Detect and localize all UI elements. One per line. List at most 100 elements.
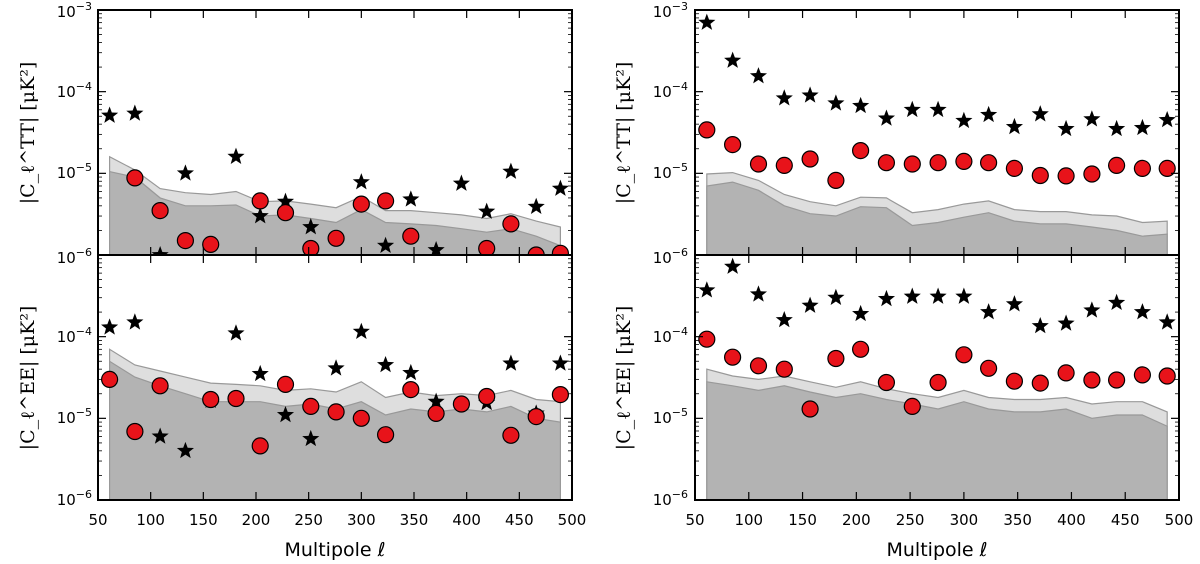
circle-marker <box>1133 366 1152 384</box>
y-axis-label-bottom-right: |C_ℓ^EE| [μK²] <box>613 306 635 451</box>
circle-marker <box>352 195 370 213</box>
circle-marker <box>176 232 194 250</box>
x-tick-label: 50 <box>88 511 107 529</box>
star-marker <box>327 359 345 376</box>
x-tick-label: 500 <box>558 511 587 529</box>
star-marker <box>151 427 169 444</box>
circle-marker <box>202 390 220 409</box>
circle-marker <box>202 235 220 253</box>
y-axis-label-bottom-left: |C_ℓ^EE| [μK²] <box>17 306 39 451</box>
circle-marker <box>402 227 420 245</box>
star-marker <box>775 89 793 106</box>
star-marker <box>955 287 973 304</box>
circle-marker <box>276 375 295 393</box>
x-tick-label: 450 <box>505 511 534 529</box>
circle-marker <box>723 348 742 366</box>
star-marker <box>402 363 420 381</box>
star-marker <box>698 281 716 298</box>
circle-marker <box>551 386 570 404</box>
circle-marker <box>903 155 921 173</box>
circle-marker <box>1057 364 1075 382</box>
star-marker <box>302 218 320 235</box>
star-marker <box>852 96 870 114</box>
circle-marker <box>1005 159 1024 177</box>
x-tick-label: 50 <box>685 511 704 529</box>
circle-marker <box>100 370 119 388</box>
circle-marker <box>276 204 295 222</box>
band-dark-area <box>706 381 1168 500</box>
circle-marker <box>478 387 496 406</box>
band-dark-area <box>109 360 561 500</box>
circle-marker <box>1057 167 1075 185</box>
circle-marker <box>551 244 569 255</box>
band-dark-area <box>109 170 561 255</box>
circle-marker <box>929 154 947 172</box>
circle-marker <box>527 408 545 426</box>
x-tick-label: 200 <box>842 511 871 529</box>
circle-marker <box>903 397 921 415</box>
circle-marker <box>251 192 269 210</box>
star-marker <box>176 441 194 459</box>
star-marker <box>377 236 395 253</box>
star-marker <box>502 354 520 371</box>
star-marker <box>749 285 768 302</box>
circle-marker <box>775 156 793 174</box>
star-marker <box>1158 110 1176 128</box>
star-marker <box>427 241 445 255</box>
star-marker <box>749 67 768 84</box>
x-axis-label-right: Multipole ℓ <box>887 539 988 561</box>
star-marker <box>452 174 470 191</box>
star-marker <box>980 105 998 123</box>
circle-marker <box>151 377 169 395</box>
star-marker <box>276 192 295 209</box>
circle-marker <box>929 373 947 392</box>
x-tick-label: 150 <box>788 511 817 529</box>
x-tick-label: 400 <box>1057 511 1086 529</box>
y-tick-label: 10−3 <box>653 0 688 21</box>
star-marker <box>402 190 420 207</box>
circle-marker <box>377 192 395 210</box>
star-marker <box>227 147 245 164</box>
circle-marker <box>502 215 520 233</box>
circle-marker <box>1083 165 1101 183</box>
star-marker <box>1133 303 1151 320</box>
y-tick-label: 10−4 <box>57 80 92 101</box>
star-marker <box>724 257 742 274</box>
star-marker <box>227 324 245 341</box>
circle-marker <box>979 359 998 377</box>
star-marker <box>1108 119 1126 137</box>
y-axis-label-top-left: |C_ℓ^TT| [μK²] <box>17 62 39 205</box>
circle-marker <box>775 360 793 378</box>
circle-marker <box>302 397 320 415</box>
star-marker <box>101 318 119 335</box>
x-tick-label: 300 <box>950 511 979 529</box>
star-marker <box>1158 313 1176 330</box>
star-marker <box>1005 117 1023 135</box>
circle-marker <box>126 422 144 441</box>
star-marker <box>877 109 896 126</box>
circle-marker <box>527 246 545 255</box>
circle-marker <box>352 409 370 427</box>
circle-marker <box>1031 166 1049 185</box>
circle-marker <box>251 437 269 455</box>
y-tick-label: 10−5 <box>57 161 92 182</box>
y-tick-label: 10−6 <box>653 488 688 509</box>
circle-marker <box>1083 371 1101 389</box>
y-tick-label: 10−5 <box>653 161 688 182</box>
x-tick-label: 100 <box>734 511 763 529</box>
star-marker <box>251 207 269 224</box>
y-tick-label: 10−6 <box>57 246 92 267</box>
circle-marker <box>749 155 768 173</box>
band-dark-area <box>706 181 1168 255</box>
y-tick-label: 10−4 <box>653 325 688 346</box>
star-marker <box>1031 105 1049 122</box>
circle-marker <box>1158 367 1176 385</box>
circle-marker <box>801 150 819 168</box>
circle-marker <box>1031 374 1049 392</box>
circle-marker <box>877 154 896 172</box>
x-tick-label: 150 <box>189 511 218 529</box>
circle-marker <box>851 142 870 160</box>
circle-marker <box>1005 372 1024 390</box>
star-marker <box>801 86 819 103</box>
